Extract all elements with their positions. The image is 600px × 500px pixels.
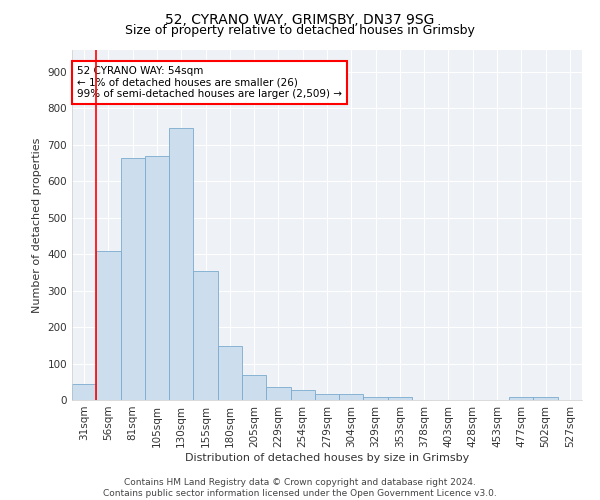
Text: 52, CYRANO WAY, GRIMSBY, DN37 9SG: 52, CYRANO WAY, GRIMSBY, DN37 9SG [166, 12, 434, 26]
Bar [96, 250, 121, 400]
Bar [218, 346, 242, 400]
Bar [169, 128, 193, 400]
Text: 52 CYRANO WAY: 54sqm
← 1% of detached houses are smaller (26)
99% of semi-detach: 52 CYRANO WAY: 54sqm ← 1% of detached ho… [77, 66, 342, 99]
Bar [533, 397, 558, 400]
Bar [339, 394, 364, 400]
Bar [315, 394, 339, 400]
X-axis label: Distribution of detached houses by size in Grimsby: Distribution of detached houses by size … [185, 452, 469, 462]
Y-axis label: Number of detached properties: Number of detached properties [32, 138, 42, 312]
Bar [290, 390, 315, 400]
Bar [364, 396, 388, 400]
Bar [193, 270, 218, 400]
Text: Contains HM Land Registry data © Crown copyright and database right 2024.
Contai: Contains HM Land Registry data © Crown c… [103, 478, 497, 498]
Bar [509, 397, 533, 400]
Bar [242, 375, 266, 400]
Bar [121, 158, 145, 400]
Text: Size of property relative to detached houses in Grimsby: Size of property relative to detached ho… [125, 24, 475, 37]
Bar [72, 384, 96, 400]
Bar [145, 156, 169, 400]
Bar [266, 387, 290, 400]
Bar [388, 397, 412, 400]
